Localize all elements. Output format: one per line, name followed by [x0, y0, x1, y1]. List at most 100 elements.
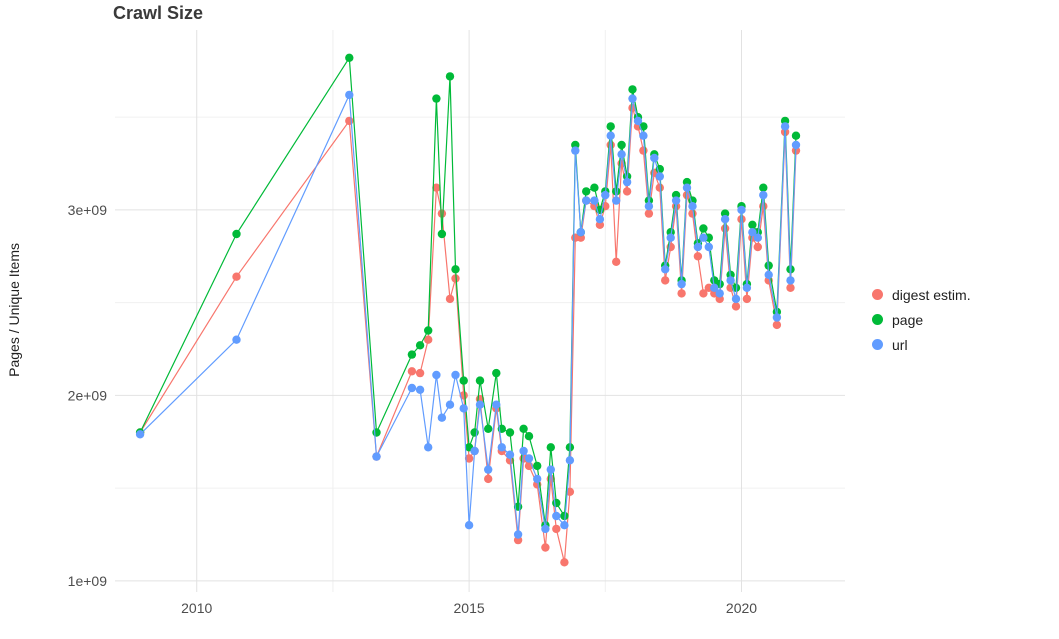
y-axis-tick-label: 2e+09 — [68, 387, 108, 403]
data-point-page — [492, 368, 501, 378]
data-point-digest-estim- — [661, 276, 670, 285]
data-point-digest-estim- — [445, 294, 455, 304]
legend-item-page: page — [872, 312, 971, 328]
data-point-page — [699, 224, 708, 233]
series-line-url — [139, 92, 797, 535]
data-point-url — [470, 446, 479, 456]
x-axis-tick-label: 2010 — [181, 600, 212, 616]
data-point-page — [759, 183, 768, 192]
data-point-url — [533, 474, 542, 484]
chart-title: Crawl Size — [113, 3, 204, 23]
data-point-url — [786, 276, 795, 285]
data-point-page — [407, 350, 417, 359]
data-point-url — [451, 370, 460, 380]
data-point-digest-estim- — [432, 183, 441, 192]
data-point-url — [715, 289, 724, 298]
legend-dot-icon — [872, 339, 883, 350]
data-point-page — [232, 229, 241, 239]
data-point-url — [759, 190, 768, 200]
data-point-url — [666, 233, 675, 242]
data-point-url — [710, 283, 719, 292]
data-point-url — [791, 140, 801, 150]
data-point-url — [424, 443, 433, 452]
y-axis-tick-label: 1e+09 — [68, 573, 108, 589]
data-point-url — [688, 202, 697, 211]
data-point-url — [737, 205, 746, 215]
data-point-digest-estim- — [541, 543, 550, 552]
data-point-digest-estim- — [639, 146, 648, 155]
data-point-page — [628, 85, 637, 94]
x-axis-tick-label: 2015 — [454, 600, 485, 616]
data-point-url — [565, 456, 575, 465]
data-point-url — [661, 265, 670, 274]
data-point-url — [560, 521, 569, 530]
data-point-page — [437, 229, 447, 239]
data-point-url — [595, 215, 605, 224]
data-point-url — [753, 233, 762, 242]
data-point-digest-estim- — [677, 289, 686, 298]
data-point-url — [552, 511, 561, 521]
data-point-url — [606, 131, 615, 140]
data-point-url — [699, 233, 708, 242]
data-point-url — [772, 313, 782, 322]
data-point-url — [459, 404, 468, 413]
data-point-url — [415, 385, 425, 394]
data-point-url — [650, 153, 659, 163]
data-point-page — [546, 443, 555, 452]
data-point-url — [432, 370, 441, 380]
data-point-digest-estim- — [415, 368, 425, 378]
data-point-digest-estim- — [753, 242, 762, 252]
data-point-page — [451, 265, 460, 274]
data-point-page — [560, 511, 569, 521]
data-point-url — [464, 521, 474, 530]
data-point-url — [622, 177, 632, 187]
data-point-url — [682, 183, 692, 192]
data-point-digest-estim- — [699, 289, 708, 298]
data-point-url — [497, 443, 506, 452]
data-point-page — [345, 53, 354, 62]
legend: digest estim. page url — [872, 287, 971, 353]
data-point-page — [552, 498, 561, 508]
data-point-url — [633, 116, 643, 126]
data-point-url — [693, 242, 703, 252]
legend-item-url: url — [872, 337, 971, 353]
data-point-url — [639, 131, 648, 140]
data-point-url — [601, 190, 610, 200]
data-point-page — [432, 94, 441, 103]
data-point-page — [372, 428, 381, 437]
data-point-url — [445, 400, 455, 409]
data-point-page — [524, 432, 534, 441]
data-point-digest-estim- — [424, 335, 433, 344]
data-point-url — [541, 524, 550, 534]
data-point-digest-estim- — [693, 252, 703, 261]
data-point-url — [590, 196, 599, 205]
data-point-digest-estim- — [437, 209, 447, 218]
data-point-digest-estim- — [622, 187, 632, 196]
data-point-page — [519, 424, 528, 433]
data-point-url — [582, 196, 591, 205]
data-point-url — [571, 146, 580, 155]
data-point-url — [748, 228, 757, 237]
data-point-url — [720, 215, 730, 224]
data-point-page — [415, 341, 425, 350]
data-point-url — [731, 294, 741, 304]
data-point-url — [671, 196, 681, 205]
legend-item-digest-estim-: digest estim. — [872, 287, 971, 303]
data-point-page — [582, 187, 591, 196]
data-point-url — [345, 90, 354, 100]
data-point-page — [606, 122, 615, 131]
data-point-url — [612, 196, 621, 205]
data-point-url — [546, 465, 555, 474]
y-axis-tick-label: 3e+09 — [68, 202, 108, 218]
data-point-url — [475, 400, 485, 409]
legend-label: url — [892, 336, 908, 353]
data-point-url — [780, 122, 790, 131]
data-point-digest-estim- — [786, 283, 795, 292]
data-point-url — [484, 465, 493, 474]
data-point-digest-estim- — [407, 367, 417, 376]
data-point-digest-estim- — [560, 558, 569, 567]
data-point-page — [445, 72, 455, 81]
data-point-url — [232, 335, 241, 344]
